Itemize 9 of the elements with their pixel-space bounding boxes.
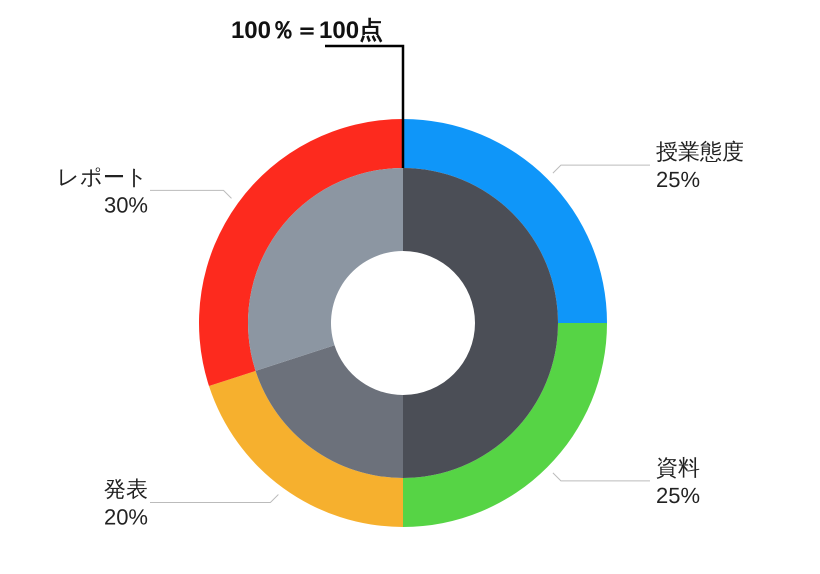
data-label: 20%: [104, 504, 148, 530]
slice-label: 授業態度: [656, 139, 744, 164]
slice-label: 発表: [104, 476, 148, 502]
chart-title: 100％＝100点: [230, 17, 384, 44]
data-label: 30%: [104, 192, 148, 218]
data-label: 25%: [656, 482, 700, 508]
data-label: 25%: [656, 167, 700, 192]
slice-label: レポート: [57, 164, 148, 190]
slice-label: 資料: [656, 454, 700, 480]
